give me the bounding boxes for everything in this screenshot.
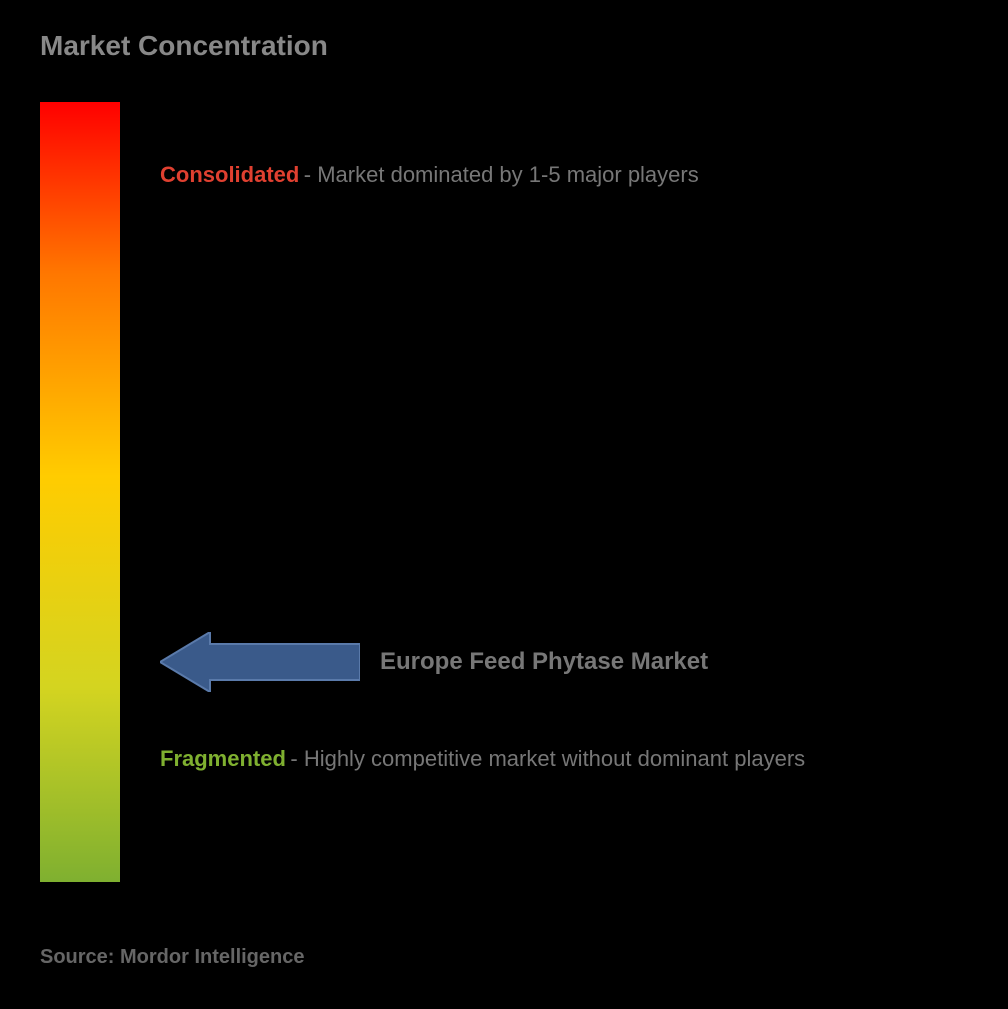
market-name-label: Europe Feed Phytase Market (380, 648, 708, 676)
fragmented-label: Fragmented (160, 746, 286, 771)
consolidated-label: Consolidated (160, 162, 299, 187)
concentration-gradient-bar (40, 102, 120, 882)
labels-container: Consolidated - Market dominated by 1-5 m… (160, 102, 968, 882)
consolidated-row: Consolidated - Market dominated by 1-5 m… (160, 162, 968, 188)
fragmented-description: - Highly competitive market without domi… (290, 746, 805, 771)
left-arrow-icon (160, 632, 360, 692)
chart-content: Consolidated - Market dominated by 1-5 m… (40, 102, 968, 882)
source-attribution: Source: Mordor Intelligence (40, 946, 304, 969)
chart-title: Market Concentration (40, 30, 968, 62)
market-indicator-row: Europe Feed Phytase Market (160, 632, 708, 692)
consolidated-description: - Market dominated by 1-5 major players (304, 162, 699, 187)
fragmented-row: Fragmented - Highly competitive market w… (160, 742, 928, 775)
